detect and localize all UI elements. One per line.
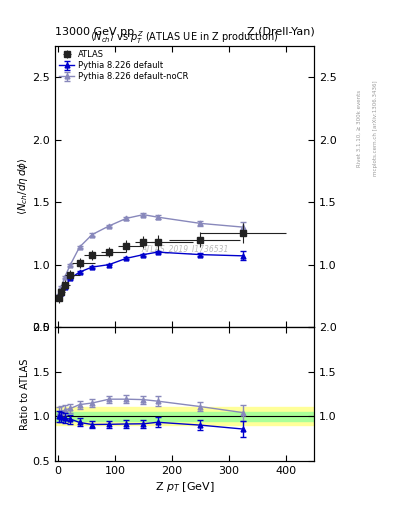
Text: 13000 GeV pp: 13000 GeV pp [55,27,134,37]
Title: $\langle N_{ch}\rangle$ vs $p_T^Z$ (ATLAS UE in Z production): $\langle N_{ch}\rangle$ vs $p_T^Z$ (ATLA… [90,29,279,46]
Text: mcplots.cern.ch [arXiv:1306.3436]: mcplots.cern.ch [arXiv:1306.3436] [373,80,378,176]
Bar [55,412,314,421]
Text: Z (Drell-Yan): Z (Drell-Yan) [247,27,314,37]
Y-axis label: Ratio to ATLAS: Ratio to ATLAS [20,358,29,430]
Text: ATLAS_2019_I1736531: ATLAS_2019_I1736531 [141,244,228,253]
X-axis label: Z $p_T$ [GeV]: Z $p_T$ [GeV] [155,480,215,494]
Y-axis label: $\langle N_{ch}/d\eta\, d\phi\rangle$: $\langle N_{ch}/d\eta\, d\phi\rangle$ [16,158,29,216]
Text: Rivet 3.1.10, ≥ 300k events: Rivet 3.1.10, ≥ 300k events [357,90,362,166]
Bar [55,407,314,425]
Legend: ATLAS, Pythia 8.226 default, Pythia 8.226 default-noCR: ATLAS, Pythia 8.226 default, Pythia 8.22… [57,49,189,83]
